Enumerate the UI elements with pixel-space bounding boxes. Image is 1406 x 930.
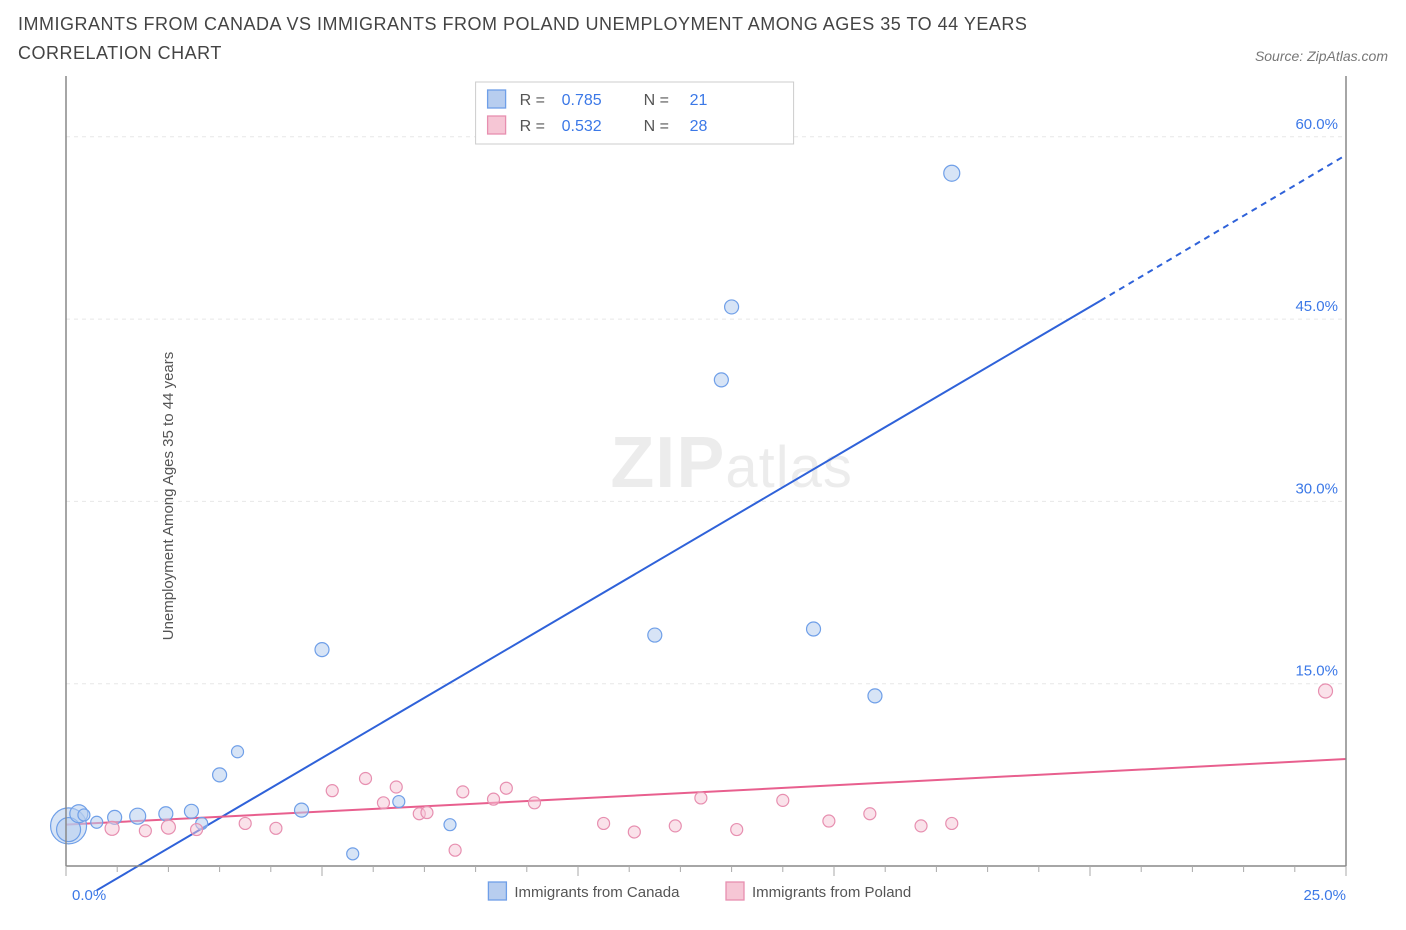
svg-text:45.0%: 45.0% (1295, 298, 1338, 315)
svg-text:R =: R = (520, 92, 545, 109)
svg-text:0.0%: 0.0% (72, 887, 106, 904)
svg-text:R =: R = (520, 118, 545, 135)
source-attribution: Source: ZipAtlas.com (1255, 48, 1388, 68)
svg-text:0.785: 0.785 (562, 92, 602, 109)
correlation-chart: Unemployment Among Ages 35 to 44 years Z… (18, 76, 1388, 916)
page-title: IMMIGRANTS FROM CANADA VS IMMIGRANTS FRO… (18, 10, 1138, 68)
svg-text:15.0%: 15.0% (1295, 662, 1338, 679)
svg-text:60.0%: 60.0% (1295, 115, 1338, 132)
svg-text:N =: N = (644, 118, 669, 135)
svg-text:Immigrants from Poland: Immigrants from Poland (752, 884, 911, 901)
svg-text:N =: N = (644, 92, 669, 109)
svg-text:Immigrants from Canada: Immigrants from Canada (514, 884, 680, 901)
chart-svg: ZIPatlas 0.0% 25.0% 15.0% 30.0% 45.0% 60.0% R =… (18, 76, 1388, 916)
svg-text:25.0%: 25.0% (1303, 887, 1346, 904)
y-axis-label: Unemployment Among Ages 35 to 44 years (160, 351, 177, 640)
svg-text:0.532: 0.532 (562, 118, 602, 135)
svg-text:28: 28 (690, 118, 708, 135)
svg-text:21: 21 (690, 92, 708, 109)
svg-text:ZIPatlas: ZIPatlas (610, 422, 853, 502)
svg-text:30.0%: 30.0% (1295, 480, 1338, 497)
